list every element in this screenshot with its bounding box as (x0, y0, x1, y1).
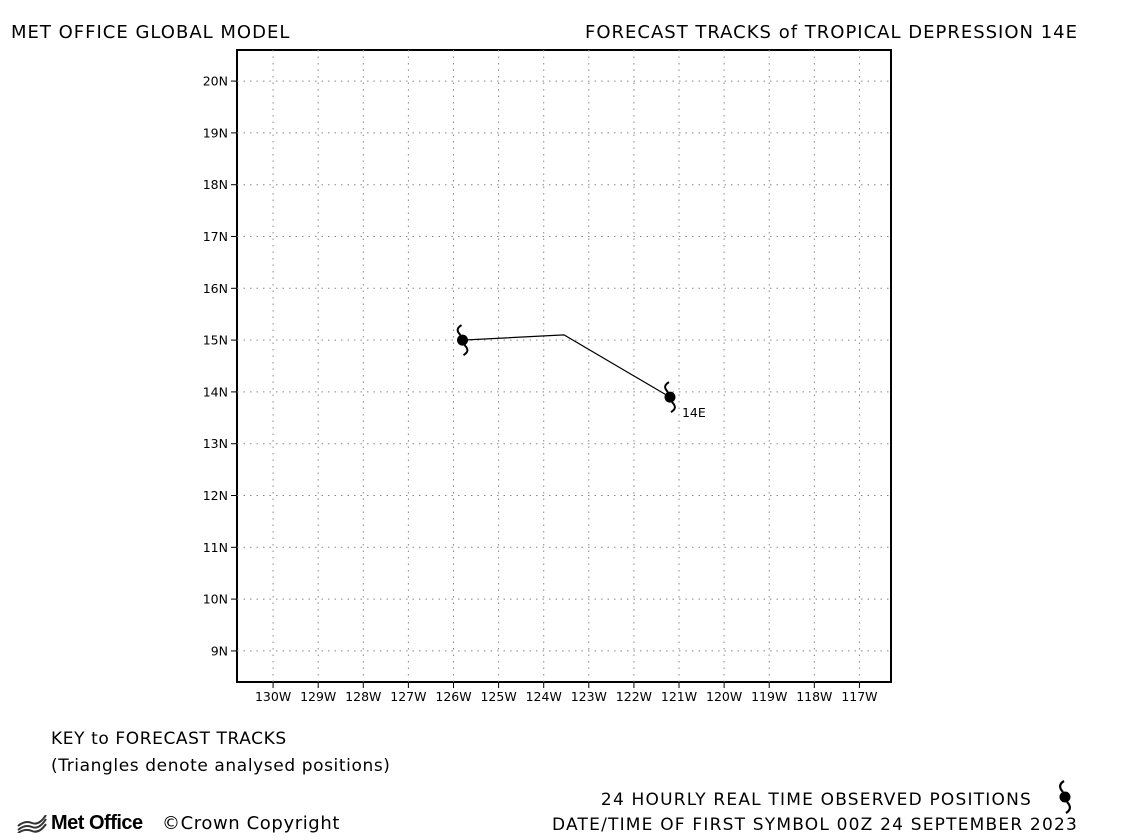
lon-tick-label: 127W (390, 689, 426, 704)
tropical-cyclone-icon (664, 381, 676, 413)
key-subtitle: (Triangles denote analysed positions) (51, 756, 391, 776)
lon-tick-label: 129W (300, 689, 336, 704)
lon-tick-label: 122W (616, 689, 652, 704)
lat-tick-label: 9N (211, 643, 228, 658)
lat-tick-label: 17N (203, 229, 228, 244)
header-model-title: MET OFFICE GLOBAL MODEL (11, 22, 291, 43)
first-symbol-datetime: DATE/TIME OF FIRST SYMBOL 00Z 24 SEPTEMB… (552, 815, 1078, 835)
lon-tick-label: 124W (526, 689, 562, 704)
lat-tick-label: 12N (203, 488, 228, 503)
copyright-text: ©Crown Copyright (162, 813, 340, 834)
met-office-logo: Met Office (17, 812, 143, 835)
key-title: KEY to FORECAST TRACKS (51, 729, 287, 749)
map-frame (236, 49, 892, 683)
lat-tick-label: 15N (203, 333, 228, 348)
lon-tick-label: 128W (345, 689, 381, 704)
header-forecast-title: FORECAST TRACKS of TROPICAL DEPRESSION 1… (584, 22, 1078, 43)
lon-tick-label: 119W (751, 689, 787, 704)
tropical-cyclone-icon (456, 324, 469, 356)
lat-tick-label: 14N (203, 384, 228, 399)
lat-tick-label: 20N (203, 74, 228, 89)
wave-logo-icon (17, 814, 47, 833)
observed-positions-text: 24 HOURLY REAL TIME OBSERVED POSITIONS (600, 790, 1032, 810)
lat-tick-label: 11N (203, 540, 228, 555)
met-office-logo-text: Met Office (51, 812, 143, 834)
latitude-labels: 20N 19N 18N 17N 16N 15N 14N 13N 12N 11N 10N 9N (203, 74, 228, 659)
lon-tick-label: 121W (661, 689, 697, 704)
longitude-labels: 130W 129W 128W 127W 126W 125W 124W 123W 122W 121W… (255, 689, 878, 704)
lat-tick-label: 16N (203, 281, 228, 296)
tropical-cyclone-icon (1050, 780, 1080, 818)
lon-tick-label: 123W (571, 689, 607, 704)
lon-tick-label: 130W (255, 689, 291, 704)
lon-tick-label: 120W (706, 689, 742, 704)
lat-tick-label: 13N (203, 436, 228, 451)
track-symbols (456, 324, 676, 413)
map-grid (231, 50, 891, 688)
lat-tick-label: 18N (203, 177, 228, 192)
lon-tick-label: 125W (480, 689, 516, 704)
lat-tick-label: 10N (203, 592, 228, 607)
lat-tick-label: 19N (203, 125, 228, 140)
storm-label: 14E (682, 405, 706, 420)
lon-tick-label: 117W (841, 689, 877, 704)
lon-tick-label: 126W (435, 689, 471, 704)
forecast-track-line (462, 334, 671, 398)
lon-tick-label: 118W (796, 689, 832, 704)
